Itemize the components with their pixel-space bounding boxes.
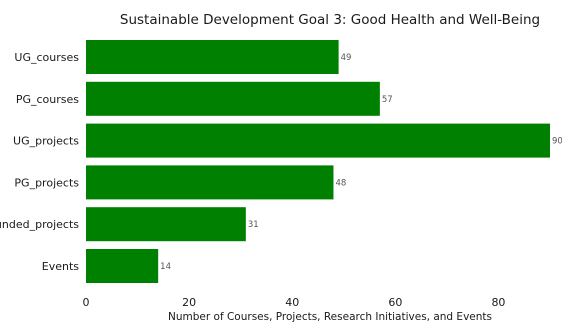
bar-funded-projects bbox=[86, 207, 246, 242]
value-label: 57 bbox=[382, 95, 393, 105]
bar-ug-courses bbox=[86, 40, 339, 74]
category-label: UG_courses bbox=[14, 51, 79, 64]
chart-title: Sustainable Development Goal 3: Good Hea… bbox=[120, 12, 540, 28]
value-label: 90 bbox=[552, 137, 562, 147]
value-label: 14 bbox=[160, 262, 171, 272]
bars-group bbox=[86, 40, 550, 283]
category-label: Funded_projects bbox=[0, 218, 79, 231]
value-label: 49 bbox=[341, 53, 352, 63]
x-tick-label: 0 bbox=[83, 296, 90, 309]
x-tick-label: 80 bbox=[491, 296, 505, 309]
bar-pg-courses bbox=[86, 81, 380, 116]
x-tick-label: 60 bbox=[388, 296, 402, 309]
x-tick-label: 40 bbox=[285, 296, 299, 309]
category-label: PG_courses bbox=[16, 93, 79, 106]
bar-ug-projects bbox=[86, 123, 550, 158]
x-tick-label: 20 bbox=[182, 296, 196, 309]
value-label: 31 bbox=[248, 220, 259, 230]
value-labels: 49 57 90 48 31 14 bbox=[160, 53, 562, 272]
bar-pg-projects bbox=[86, 165, 334, 200]
value-label: 48 bbox=[335, 178, 346, 188]
x-tick-labels: 0 20 40 60 80 bbox=[83, 296, 506, 309]
category-label: Events bbox=[42, 260, 80, 273]
category-label: PG_projects bbox=[14, 176, 79, 189]
category-label: UG_projects bbox=[13, 135, 79, 148]
category-labels: UG_courses PG_courses UG_projects PG_projec… bbox=[0, 51, 79, 273]
x-axis-label: Number of Courses, Projects, Research In… bbox=[168, 311, 492, 323]
bar-events bbox=[86, 249, 159, 283]
